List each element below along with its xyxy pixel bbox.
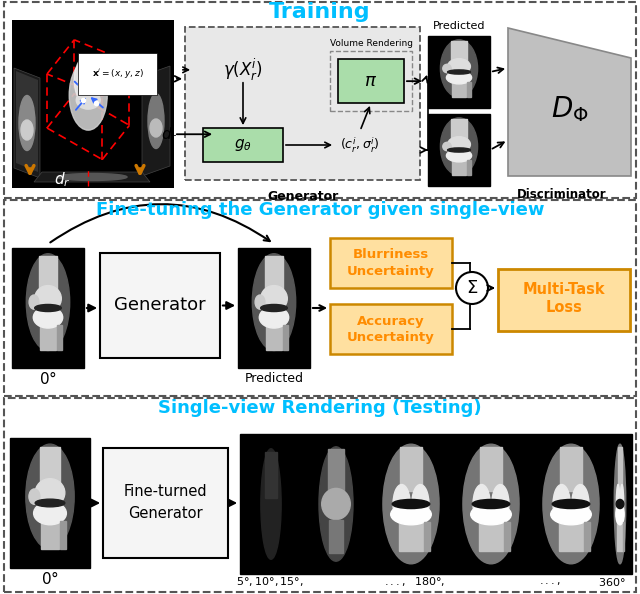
Text: Uncertainty: Uncertainty: [347, 264, 435, 277]
Text: $(c_r^i, \sigma_r^i)$: $(c_r^i, \sigma_r^i)$: [340, 135, 380, 154]
Text: Generator: Generator: [267, 190, 338, 203]
Text: Blurriness: Blurriness: [353, 248, 429, 261]
Polygon shape: [14, 68, 40, 178]
FancyBboxPatch shape: [203, 128, 283, 162]
Text: Predicted: Predicted: [244, 371, 303, 384]
Text: Real: Real: [447, 99, 471, 109]
FancyBboxPatch shape: [4, 2, 636, 198]
Text: Discriminator: Discriminator: [517, 188, 607, 201]
FancyBboxPatch shape: [4, 398, 636, 592]
Text: Volume Rendering: Volume Rendering: [330, 39, 413, 48]
Text: Predicted: Predicted: [433, 21, 485, 31]
FancyBboxPatch shape: [330, 304, 452, 354]
Ellipse shape: [57, 173, 127, 181]
Ellipse shape: [74, 55, 102, 105]
Text: Accuracy: Accuracy: [357, 314, 425, 327]
Text: $\gamma(X_r^i)$: $\gamma(X_r^i)$: [223, 57, 263, 83]
Ellipse shape: [69, 60, 108, 130]
Text: $\mathbf{x}^i=(x, y, z)$: $\mathbf{x}^i=(x, y, z)$: [92, 67, 144, 81]
Text: Generator: Generator: [128, 505, 203, 520]
FancyBboxPatch shape: [338, 59, 404, 103]
FancyBboxPatch shape: [498, 269, 630, 331]
Polygon shape: [142, 66, 170, 176]
Text: Fine-turned: Fine-turned: [124, 484, 207, 498]
Text: Uncertainty: Uncertainty: [347, 330, 435, 343]
Text: $360°$: $360°$: [598, 576, 626, 588]
Polygon shape: [34, 172, 150, 182]
Text: $D_\Phi$: $D_\Phi$: [551, 94, 589, 124]
FancyBboxPatch shape: [185, 27, 420, 180]
Text: Training: Training: [269, 2, 371, 22]
FancyBboxPatch shape: [12, 248, 84, 368]
FancyBboxPatch shape: [428, 36, 490, 108]
FancyBboxPatch shape: [103, 448, 228, 558]
FancyBboxPatch shape: [238, 248, 310, 368]
Polygon shape: [508, 28, 631, 176]
Text: $\Sigma$: $\Sigma$: [466, 279, 478, 297]
Ellipse shape: [148, 93, 164, 148]
Text: Fine-tuning the Generator given single-view: Fine-tuning the Generator given single-v…: [96, 201, 544, 219]
FancyBboxPatch shape: [428, 114, 490, 186]
Circle shape: [456, 272, 488, 304]
FancyBboxPatch shape: [10, 438, 90, 568]
Text: Multi-Task: Multi-Task: [523, 283, 605, 298]
Polygon shape: [16, 71, 38, 172]
Text: $5°, 10°, 15°,$: $5°, 10°, 15°,$: [236, 576, 304, 589]
Text: $...,$: $...,$: [540, 577, 561, 587]
Text: Loss: Loss: [545, 301, 582, 315]
FancyBboxPatch shape: [330, 51, 412, 111]
Text: Generator: Generator: [114, 296, 206, 314]
FancyBboxPatch shape: [240, 434, 632, 574]
Text: $0°$: $0°$: [41, 570, 59, 586]
FancyBboxPatch shape: [12, 20, 174, 188]
Ellipse shape: [21, 120, 33, 140]
FancyBboxPatch shape: [4, 200, 636, 396]
Text: $d_r$: $d_r$: [54, 170, 70, 189]
Text: $g_\theta$: $g_\theta$: [234, 137, 252, 153]
Ellipse shape: [19, 96, 35, 150]
Text: $\pi$: $\pi$: [364, 72, 378, 90]
FancyBboxPatch shape: [330, 238, 452, 288]
Text: $...,\ \ 180°,$: $...,\ \ 180°,$: [385, 576, 445, 589]
Ellipse shape: [150, 119, 162, 137]
Ellipse shape: [76, 91, 100, 109]
Text: Single-view Rendering (Testing): Single-view Rendering (Testing): [158, 399, 482, 417]
Text: $d_r$: $d_r$: [161, 125, 178, 144]
Text: $0°$: $0°$: [39, 369, 57, 387]
FancyBboxPatch shape: [100, 253, 220, 358]
